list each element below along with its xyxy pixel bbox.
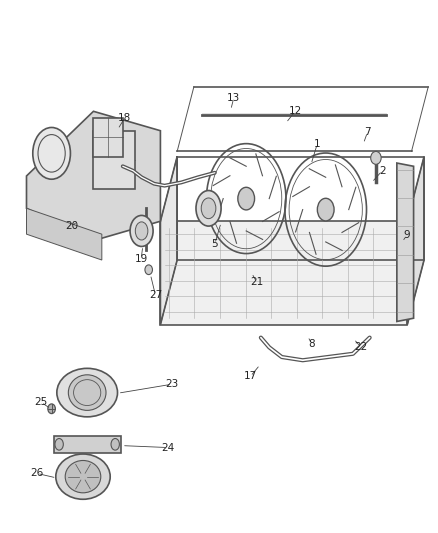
Ellipse shape xyxy=(65,461,101,493)
Text: 21: 21 xyxy=(250,277,263,287)
Ellipse shape xyxy=(130,215,153,246)
Polygon shape xyxy=(54,436,120,453)
Ellipse shape xyxy=(55,439,64,450)
Polygon shape xyxy=(26,208,102,260)
Text: 20: 20 xyxy=(65,221,78,231)
Text: 19: 19 xyxy=(134,254,148,264)
Ellipse shape xyxy=(135,222,148,240)
Polygon shape xyxy=(93,118,123,157)
Text: 1: 1 xyxy=(314,139,321,149)
Text: 7: 7 xyxy=(364,127,371,137)
Text: 17: 17 xyxy=(244,372,257,382)
Text: 5: 5 xyxy=(212,239,218,249)
Text: 18: 18 xyxy=(118,113,131,123)
Text: 13: 13 xyxy=(227,93,240,103)
Text: 25: 25 xyxy=(35,397,48,407)
Text: 23: 23 xyxy=(166,379,179,389)
Ellipse shape xyxy=(57,368,117,417)
Ellipse shape xyxy=(56,454,110,499)
Text: 8: 8 xyxy=(309,339,315,349)
Polygon shape xyxy=(26,111,160,240)
Text: 2: 2 xyxy=(379,166,385,176)
Polygon shape xyxy=(160,221,407,325)
Ellipse shape xyxy=(111,439,120,450)
Text: 26: 26 xyxy=(30,469,44,479)
Ellipse shape xyxy=(33,127,71,179)
Ellipse shape xyxy=(68,375,106,410)
Ellipse shape xyxy=(238,187,254,210)
Ellipse shape xyxy=(371,151,381,164)
Ellipse shape xyxy=(48,404,55,414)
Ellipse shape xyxy=(201,198,216,219)
Polygon shape xyxy=(160,157,177,325)
Text: 24: 24 xyxy=(161,442,175,453)
Ellipse shape xyxy=(145,265,152,274)
Text: 22: 22 xyxy=(354,342,367,352)
Ellipse shape xyxy=(318,198,334,221)
Polygon shape xyxy=(397,163,413,321)
Text: 9: 9 xyxy=(403,230,410,240)
Ellipse shape xyxy=(196,190,221,226)
Text: 12: 12 xyxy=(289,106,302,116)
Polygon shape xyxy=(407,157,424,325)
FancyBboxPatch shape xyxy=(93,131,135,189)
Text: 27: 27 xyxy=(149,290,162,300)
